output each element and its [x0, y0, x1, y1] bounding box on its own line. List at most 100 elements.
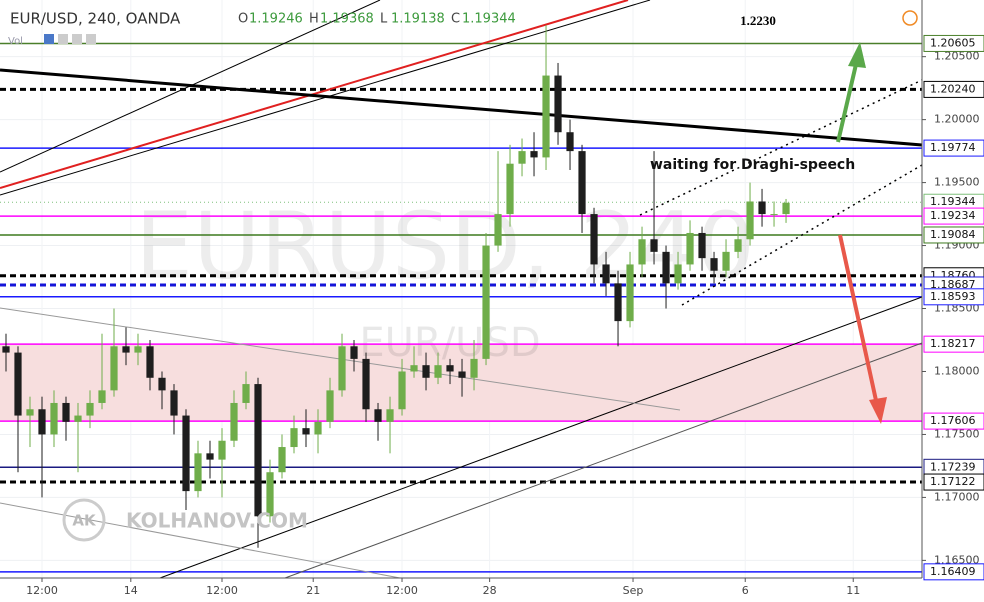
x-tick-label: 14 [124, 584, 138, 597]
candle-body [266, 472, 274, 517]
alert-icon[interactable] [902, 10, 918, 26]
candle-body [194, 453, 202, 492]
candle-body [182, 415, 190, 492]
x-tick-label: Sep [623, 584, 644, 597]
candle-body [374, 409, 382, 422]
price-tag-label: 1.18593 [930, 290, 976, 303]
watermark: EURUSD, 240 [135, 192, 755, 299]
candle-body [506, 163, 514, 215]
price-tag-label: 1.17239 [930, 460, 976, 473]
price-tag-label: 1.20605 [930, 36, 976, 49]
candle-body [458, 371, 466, 378]
trend-line [0, 0, 629, 189]
more-icon[interactable] [86, 34, 96, 44]
candle-body [782, 202, 790, 215]
ohlc-key: H [309, 12, 319, 27]
candle-body [122, 346, 130, 353]
candle-body [338, 346, 346, 391]
x-tick-label: 12:00 [206, 584, 238, 597]
trend-line [284, 342, 923, 579]
candle-body [470, 358, 478, 378]
price-tag-label: 1.18217 [930, 337, 976, 350]
header-symbol[interactable]: EUR/USD, 240, OANDA [10, 10, 181, 28]
price-tag [923, 288, 984, 306]
volume-label: Vol [8, 36, 23, 47]
candle-body [14, 352, 22, 416]
candle-body [434, 365, 442, 378]
candle-body [602, 264, 610, 284]
time-axis [0, 578, 984, 602]
candles [2, 25, 790, 548]
candle-body [38, 409, 46, 435]
close-icon[interactable] [72, 34, 82, 44]
candle-body [650, 239, 658, 252]
candle-body [614, 283, 622, 322]
settings-icon[interactable] [58, 34, 68, 44]
candle-body [410, 365, 418, 372]
candle-body [326, 390, 334, 422]
candle-body [542, 75, 550, 158]
price-tag [923, 34, 984, 52]
candle-body [86, 402, 94, 416]
candle-body [734, 239, 742, 252]
candle-body [74, 415, 82, 422]
candle-body [350, 346, 358, 359]
ohlc-value: 1.19368 [320, 12, 374, 27]
eye-icon[interactable] [44, 34, 54, 44]
candle-body [134, 346, 142, 353]
candle-body [230, 402, 238, 441]
arrow-up-head [848, 42, 866, 68]
candle-body [590, 214, 598, 265]
candle-body [638, 239, 646, 265]
price-tag [923, 473, 984, 491]
candle-body [254, 384, 262, 517]
y-tick-label: 1.16500 [934, 553, 980, 566]
candle-body [98, 390, 106, 403]
price-tag-label: 1.20240 [930, 82, 976, 95]
y-tick-label: 1.20500 [934, 50, 980, 63]
candle-body [626, 264, 634, 322]
candle-body [674, 264, 682, 284]
price-tag-label: 1.19774 [930, 141, 976, 154]
y-tick-label: 1.19500 [934, 176, 980, 189]
candle-body [314, 421, 322, 435]
candle-body [530, 151, 538, 158]
ohlc-value: 1.19344 [462, 12, 516, 27]
price-tag-label: 1.19344 [930, 195, 976, 208]
candle-body [278, 447, 286, 473]
candle-body [662, 251, 670, 284]
x-tick-label: 12:00 [26, 584, 58, 597]
price-tag-label: 1.16409 [930, 565, 976, 578]
candle-body [362, 358, 370, 410]
candle-body [110, 346, 118, 391]
ohlc-legend: O 1.19246 H 1.19368 L 1.19138 C 1.19344 [238, 12, 516, 27]
candle-body [698, 232, 706, 259]
watermark-symbol: EUR/USD [359, 320, 540, 366]
brand-logo [62, 498, 106, 542]
candle-body [290, 428, 298, 448]
arrow-up [836, 59, 859, 143]
trend-line [159, 296, 923, 579]
arrow-down-head [869, 397, 887, 424]
candle-body [578, 151, 586, 215]
candle-body [566, 132, 574, 152]
brand-logo-text: AK [72, 512, 97, 530]
levels-layer [0, 42, 922, 573]
trend-line [0, 502, 401, 579]
candle-body [770, 214, 778, 216]
candle-body [62, 402, 70, 422]
candle-body [446, 365, 454, 372]
candle-body [170, 390, 178, 416]
annotation: waiting for Draghi-speech [650, 157, 855, 173]
candle-body [206, 453, 214, 460]
y-tick-label: 1.20000 [934, 113, 980, 126]
candle-body [746, 201, 754, 240]
x-tick-label: 11 [846, 584, 860, 597]
candle-body [50, 402, 58, 435]
candle-body [722, 251, 730, 271]
price-tag [923, 207, 984, 225]
x-tick-label: 21 [306, 584, 320, 597]
candle-body [218, 440, 226, 460]
arrows [836, 42, 887, 424]
candle-body [158, 377, 166, 391]
